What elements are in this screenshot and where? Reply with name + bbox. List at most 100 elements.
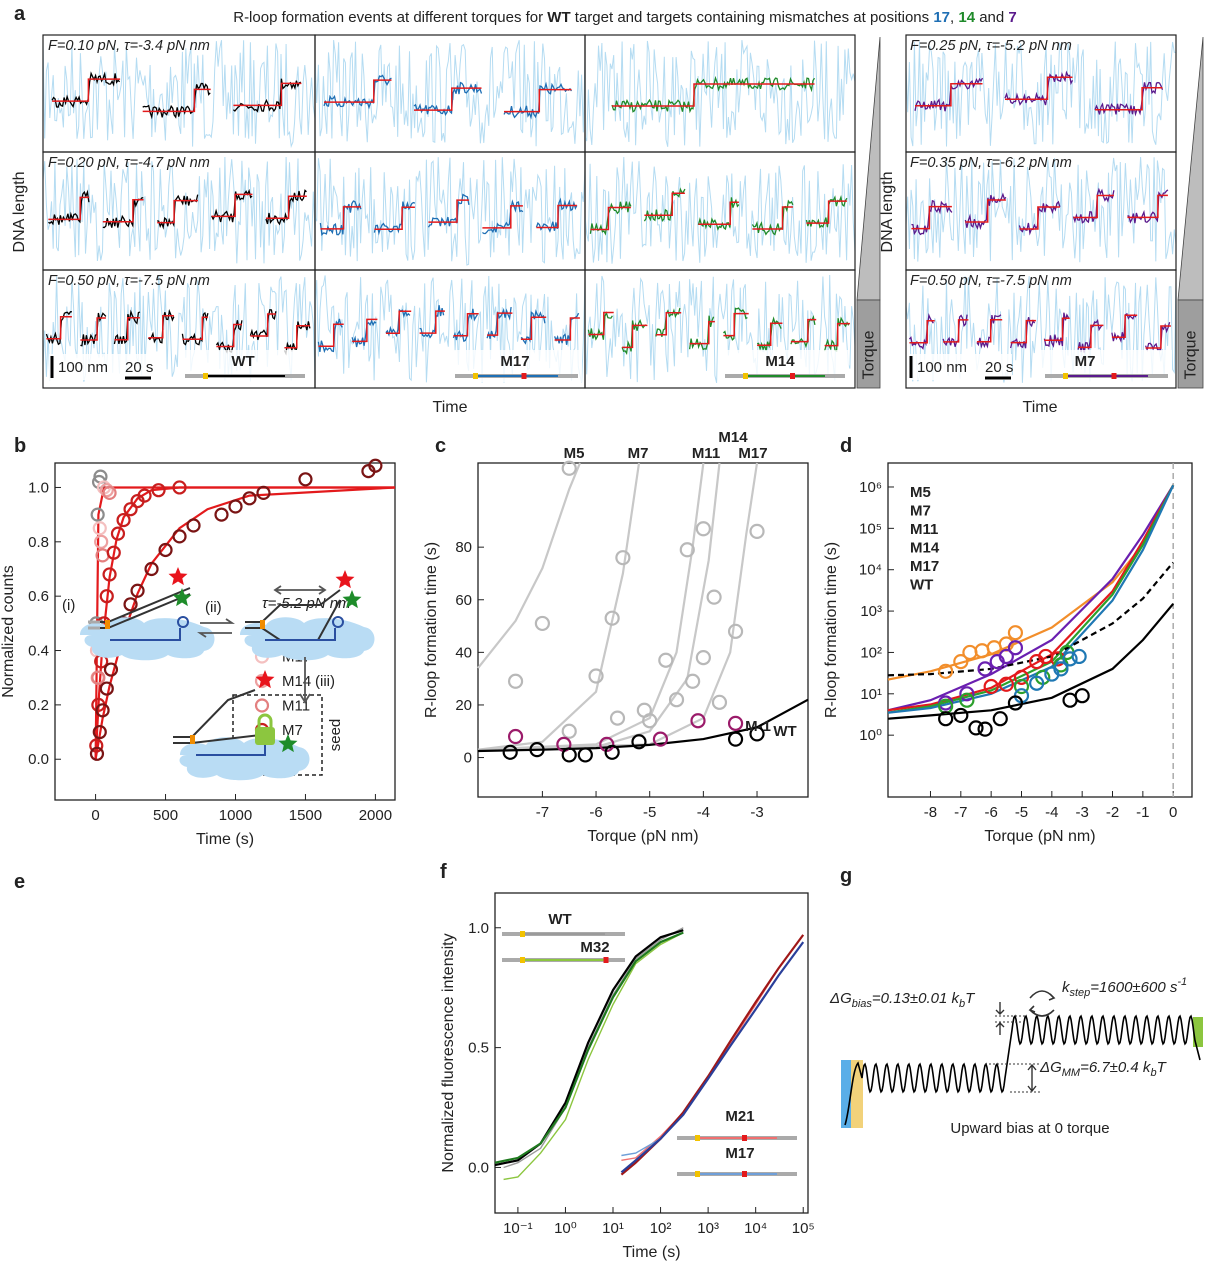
condition-label: F=0.50 pN, τ=-7.5 pN nm xyxy=(48,273,210,289)
fit-curve xyxy=(494,929,684,1167)
lock-shackle xyxy=(257,713,273,727)
data-point xyxy=(1007,640,1024,656)
data-point xyxy=(749,523,765,539)
data-point xyxy=(116,512,131,528)
t: ΔG xyxy=(1039,1059,1062,1076)
start-state xyxy=(851,1060,863,1128)
data-point xyxy=(102,485,117,500)
x-tick-label: -3 xyxy=(750,804,763,821)
data-point xyxy=(1071,648,1087,665)
data-point xyxy=(983,678,999,695)
data-point xyxy=(529,742,545,758)
data-point xyxy=(158,542,173,558)
x-tick-label: -6 xyxy=(589,804,602,821)
step-fit xyxy=(590,192,847,231)
data-point xyxy=(1053,661,1069,677)
data-point xyxy=(172,529,187,544)
fluorophore xyxy=(172,588,192,607)
data-point xyxy=(561,460,577,476)
data-point xyxy=(938,663,954,679)
data-point xyxy=(652,731,669,747)
step-label: (ii) xyxy=(205,599,222,616)
hairpin xyxy=(177,616,189,628)
data-point xyxy=(228,499,243,514)
raw-trace xyxy=(314,157,586,266)
t: b xyxy=(1150,1067,1156,1079)
data-point xyxy=(604,744,620,760)
data-point xyxy=(534,615,550,632)
step-fit xyxy=(915,76,1163,111)
x-tick-label: -6 xyxy=(984,804,997,821)
data-point xyxy=(242,491,257,506)
legend-label: M11 xyxy=(910,521,938,538)
y-axis-label: DNA length xyxy=(879,172,896,253)
data-point xyxy=(604,610,620,626)
plot-frame xyxy=(477,462,809,798)
y-tick-label: 0.5 xyxy=(468,1040,489,1057)
step-fit xyxy=(911,194,1168,230)
fit-curve xyxy=(887,603,1175,720)
pam xyxy=(520,957,525,963)
data-point xyxy=(561,723,577,739)
mismatch xyxy=(790,373,795,379)
y-axis-label: Normalized counts xyxy=(0,565,17,698)
pam xyxy=(190,735,195,744)
arrow xyxy=(273,585,327,595)
x-tick-label: -2 xyxy=(1106,804,1119,821)
pam xyxy=(203,373,208,379)
data-point xyxy=(123,502,138,517)
data-point xyxy=(99,681,114,696)
cascade-complex xyxy=(240,617,375,661)
x-tick-label: 2000 xyxy=(359,807,392,824)
scale-label: 20 s xyxy=(125,359,153,376)
step-fit xyxy=(324,79,572,113)
data-line xyxy=(503,931,684,1181)
mismatch xyxy=(742,1135,747,1141)
data-point xyxy=(609,710,626,726)
legend-label: M5 xyxy=(910,484,931,501)
series-label: WT xyxy=(773,723,796,740)
torque-box xyxy=(1177,299,1204,389)
title-part: R-loop formation events at different tor… xyxy=(233,9,547,26)
filtered-trace xyxy=(319,193,578,237)
t: =0.13±0.01 k xyxy=(872,990,961,1007)
scale-bg xyxy=(49,354,152,380)
data-point xyxy=(1013,678,1030,695)
construct-label: M17 xyxy=(500,353,529,370)
x-tick-label: 0 xyxy=(1169,804,1177,821)
step-fit xyxy=(52,78,302,113)
data-point xyxy=(90,507,105,522)
condition-label: F=0.10 pN, τ=-3.4 pN nm xyxy=(48,38,210,54)
data-point xyxy=(962,644,978,661)
condition-label: F=0.50 pN, τ=-7.5 pN nm xyxy=(910,273,1072,289)
y-tick-label: 10² xyxy=(860,644,882,661)
construct-label: M21 xyxy=(725,1108,754,1125)
data-point xyxy=(749,726,765,742)
step-fit xyxy=(46,313,310,349)
data-point xyxy=(938,711,954,727)
data-point xyxy=(94,534,109,549)
k-step-label: kstep=1600±600 s-1 xyxy=(1062,976,1187,999)
landscape xyxy=(844,1014,1201,1126)
filtered-trace xyxy=(317,305,580,354)
dg-mm-label: ΔGMM=6.7±0.4 kbT xyxy=(1039,1059,1168,1079)
series-label: M17 xyxy=(738,445,767,462)
lock xyxy=(255,727,275,745)
y-tick-label: 10⁵ xyxy=(859,520,882,537)
t: T xyxy=(965,990,976,1007)
series-label: M5 xyxy=(564,445,585,462)
mismatch xyxy=(521,373,527,379)
data-point xyxy=(95,703,110,718)
y-tick-label: 10³ xyxy=(860,603,882,620)
dna-end xyxy=(88,620,100,630)
end-state xyxy=(1193,1017,1203,1047)
t: -1 xyxy=(1177,976,1187,988)
t: MM xyxy=(1062,1067,1081,1079)
data-point xyxy=(959,692,975,708)
x-tick-label: 10⁴ xyxy=(744,1220,767,1237)
x-tick-label: 0 xyxy=(91,807,99,824)
data-point xyxy=(172,480,187,495)
pam xyxy=(743,373,748,379)
filtered-trace xyxy=(611,75,816,114)
torque-label: Torque xyxy=(861,330,878,379)
